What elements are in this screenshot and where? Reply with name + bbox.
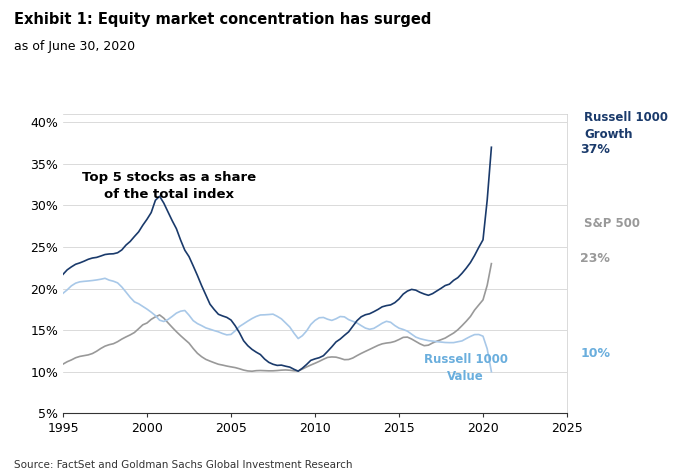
Text: Russell 1000
Value: Russell 1000 Value — [424, 353, 508, 383]
Text: Exhibit 1: Equity market concentration has surged: Exhibit 1: Equity market concentration h… — [14, 12, 431, 27]
Text: Top 5 stocks as a share
of the total index: Top 5 stocks as a share of the total ind… — [82, 171, 256, 201]
Text: 37%: 37% — [580, 143, 610, 156]
Text: as of June 30, 2020: as of June 30, 2020 — [14, 40, 135, 53]
Text: S&P 500: S&P 500 — [584, 217, 640, 230]
Text: Source: FactSet and Goldman Sachs Global Investment Research: Source: FactSet and Goldman Sachs Global… — [14, 460, 353, 470]
Text: Russell 1000
Growth: Russell 1000 Growth — [584, 111, 668, 141]
Text: 23%: 23% — [580, 252, 610, 266]
Text: 10%: 10% — [580, 347, 610, 361]
